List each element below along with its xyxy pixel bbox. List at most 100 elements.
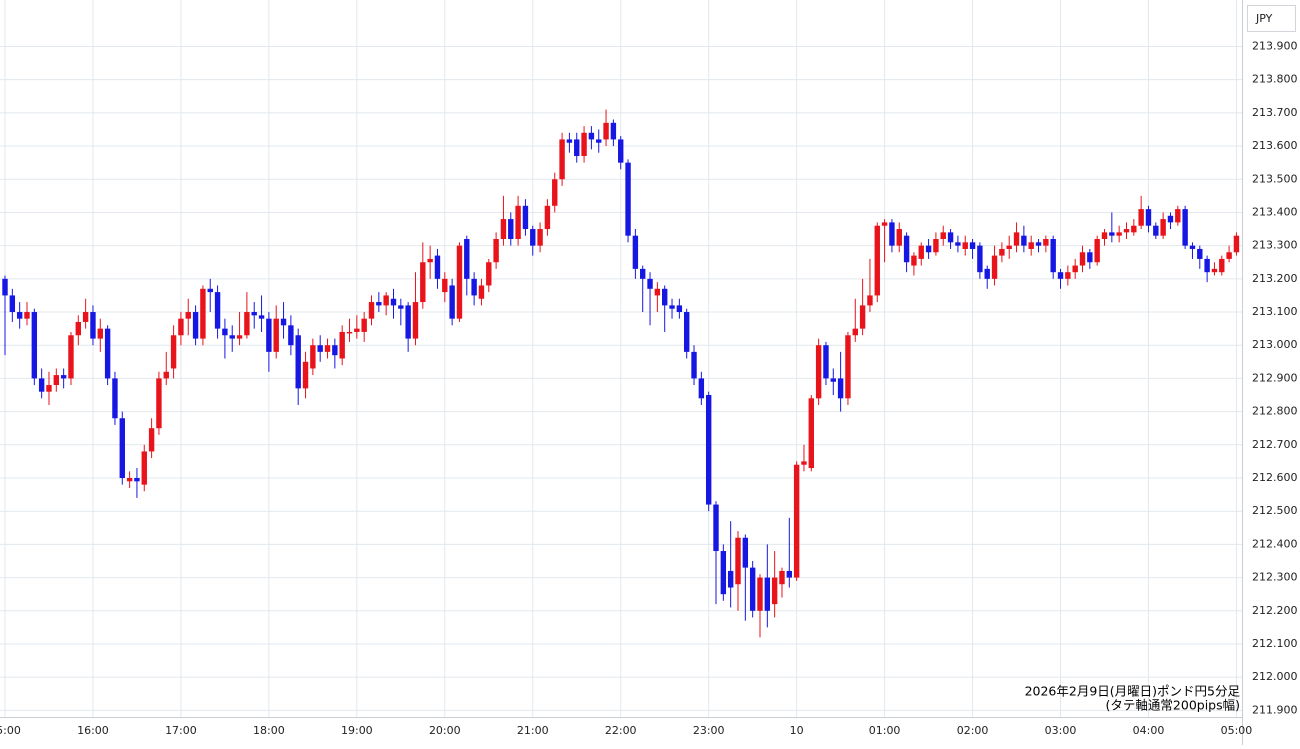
candle-body — [1131, 225, 1137, 233]
candle-body — [398, 305, 404, 309]
y-tick-label: 213.200 — [1252, 272, 1298, 285]
x-tick-label: 23:00 — [693, 724, 725, 737]
candle-body — [427, 258, 433, 263]
candle-body — [962, 242, 968, 249]
candle-body — [163, 371, 169, 379]
candle-body — [1189, 245, 1196, 249]
y-tick-label: 212.400 — [1252, 537, 1298, 550]
candle-body — [977, 245, 983, 273]
candle-body — [486, 262, 492, 286]
y-tick-label: 213.700 — [1252, 106, 1298, 119]
candle-body — [698, 378, 705, 399]
candle-body — [808, 398, 814, 469]
y-tick-label: 212.700 — [1252, 438, 1298, 451]
candle-body — [376, 302, 382, 306]
candle-body — [178, 318, 184, 336]
candle-body — [38, 378, 45, 392]
x-tick-label: 20:00 — [429, 724, 461, 737]
candles — [2, 109, 1240, 638]
candle-body — [361, 318, 367, 332]
candle-body — [727, 570, 734, 588]
candle-body — [53, 375, 60, 386]
candle-body — [815, 345, 822, 399]
candle-body — [471, 278, 477, 296]
candle-body — [1109, 232, 1115, 236]
candle-body — [493, 239, 499, 263]
candle-body — [801, 461, 807, 465]
y-tick-label: 213.300 — [1252, 239, 1298, 252]
candle-body — [823, 345, 829, 379]
candle-body — [185, 312, 191, 319]
candle-body — [126, 478, 133, 482]
candle-body — [1013, 232, 1020, 246]
x-tick-label: 15:00 — [0, 724, 21, 737]
candle-body — [156, 378, 162, 429]
y-tick-label: 211.900 — [1252, 703, 1298, 716]
candle-body — [346, 331, 353, 334]
candle-body — [1043, 239, 1049, 246]
candle-body — [837, 378, 844, 399]
candle-body — [390, 298, 397, 306]
candle-body — [933, 239, 939, 253]
candle-body — [1145, 209, 1152, 226]
candle-body — [1138, 209, 1144, 226]
candle-body — [662, 288, 668, 306]
candle-body — [134, 478, 140, 482]
candle-body — [984, 268, 990, 279]
candle-body — [229, 335, 235, 339]
candle-body — [618, 139, 624, 163]
candle-body — [603, 122, 609, 140]
candle-body — [280, 318, 287, 326]
candle-body — [141, 451, 147, 485]
x-tick-label: 10 — [790, 724, 804, 737]
candle-body — [200, 288, 206, 339]
candle-body — [207, 288, 213, 293]
candle-body — [1087, 252, 1093, 263]
candle-body — [625, 162, 631, 236]
candle-body — [295, 335, 301, 389]
currency-box — [1247, 5, 1296, 32]
candle-body — [1182, 209, 1188, 246]
x-tick-label: 19:00 — [341, 724, 373, 737]
y-tick-label: 212.300 — [1252, 571, 1298, 584]
candle-body — [669, 305, 675, 309]
candle-body — [720, 551, 727, 595]
candle-body — [999, 248, 1005, 256]
candle-body — [456, 245, 463, 319]
candle-body — [1072, 265, 1078, 273]
candle-body — [1204, 258, 1210, 273]
candle-body — [1035, 242, 1042, 246]
y-tick-label: 212.000 — [1252, 670, 1298, 683]
x-tick-label: 01:00 — [869, 724, 901, 737]
candle-body — [170, 335, 177, 369]
candle-body — [464, 239, 470, 279]
candle-body — [610, 122, 617, 140]
candle-body — [947, 232, 954, 243]
x-tick-label: 21:00 — [517, 724, 549, 737]
candle-body — [16, 312, 23, 319]
candle-body — [412, 302, 419, 339]
candle-body — [112, 378, 118, 419]
candle-body — [442, 278, 448, 293]
candle-body — [786, 570, 793, 578]
candle-body — [1101, 232, 1108, 239]
candle-body — [310, 345, 316, 369]
candle-body — [771, 577, 778, 605]
candle-body — [60, 375, 67, 379]
candle-body — [991, 255, 998, 279]
candle-body — [691, 351, 697, 379]
candle-body — [244, 312, 250, 336]
candle-body — [75, 321, 81, 336]
candle-body — [500, 219, 507, 239]
candle-body — [588, 132, 595, 140]
y-tick-label: 212.500 — [1252, 504, 1298, 517]
y-tick-label: 212.900 — [1252, 371, 1298, 384]
candle-body — [1116, 232, 1122, 236]
x-tick-label: 17:00 — [165, 724, 197, 737]
candle-body — [867, 295, 873, 306]
y-tick-label: 212.200 — [1252, 604, 1298, 617]
candle-body — [1123, 229, 1130, 233]
candle-body — [97, 328, 103, 339]
candle-body — [90, 312, 96, 339]
